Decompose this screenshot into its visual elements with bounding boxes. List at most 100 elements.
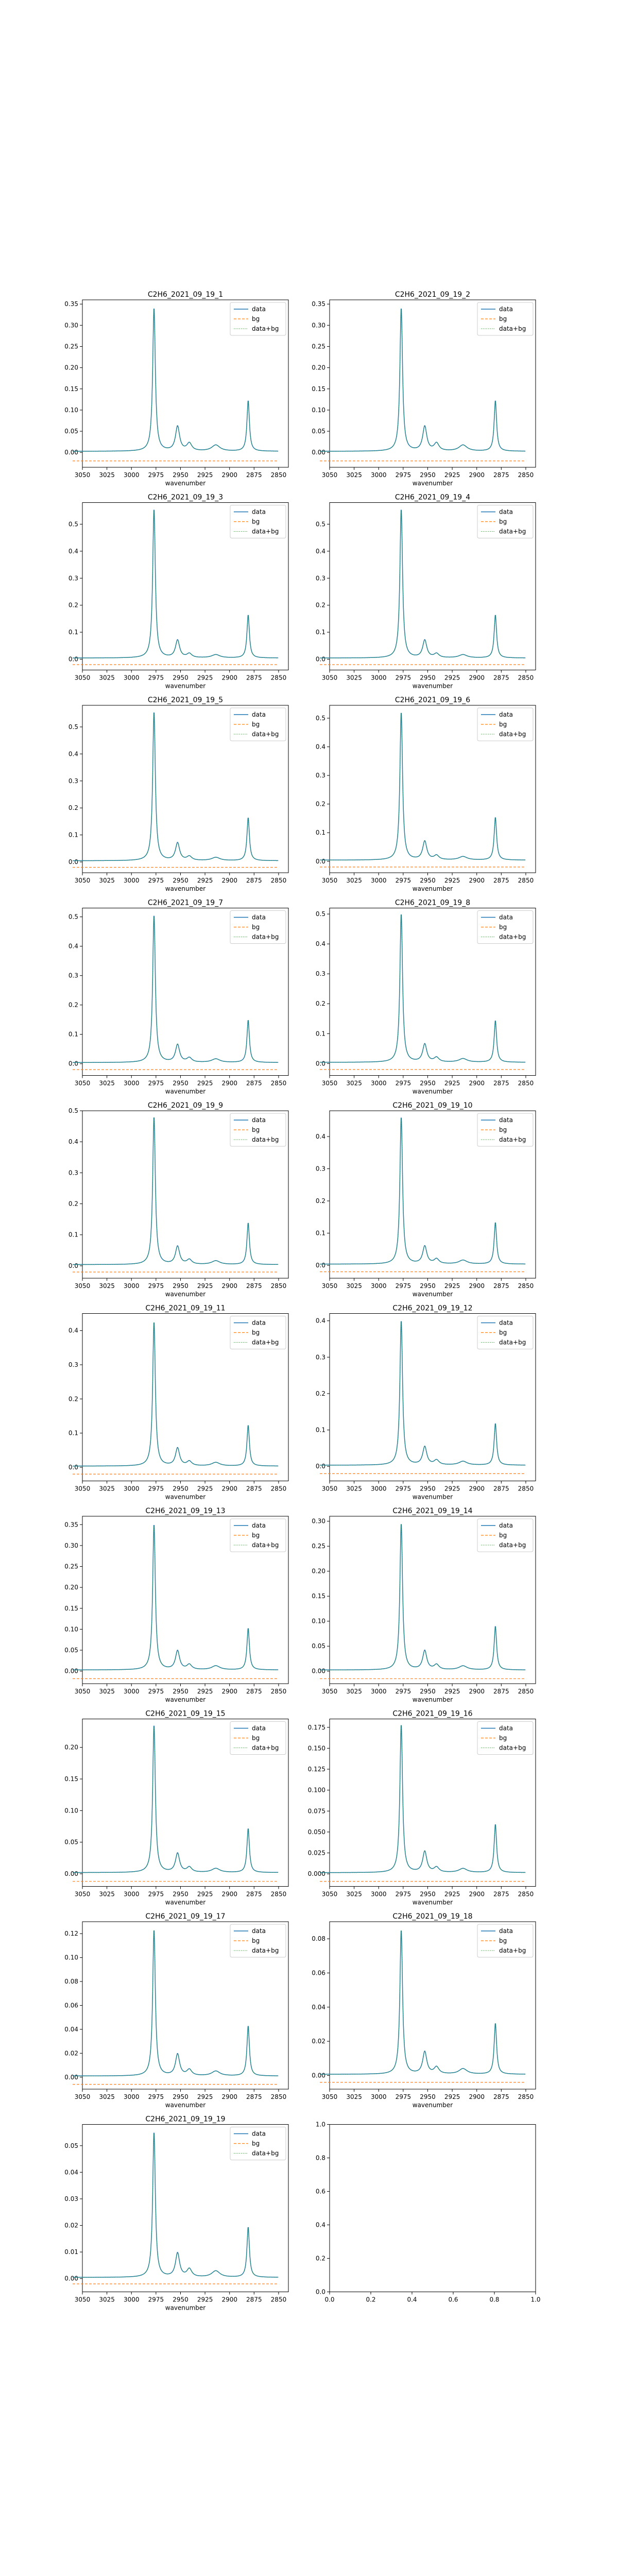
x-tick-label: 2925 (197, 471, 213, 479)
x-tick-label: 2875 (246, 1282, 262, 1290)
legend-label: data (252, 711, 266, 718)
x-tick-label: 2925 (197, 2296, 213, 2303)
y-tick-label: 0.1 (68, 1031, 78, 1038)
x-tick-label: 0.2 (366, 2296, 375, 2303)
y-tick-label: 0.5 (68, 913, 78, 921)
x-tick-label: 3000 (124, 1282, 140, 1290)
x-tick-label: 2850 (271, 2093, 287, 2100)
x-tick-label: 2975 (148, 471, 164, 479)
legend-label: bg (499, 315, 507, 323)
legend-label: bg (499, 1937, 507, 1944)
x-tick-label: 2925 (444, 674, 460, 682)
series-data-bg-line (73, 1117, 279, 1265)
y-tick-label: 0.0 (68, 1464, 78, 1471)
x-tick-label: 3025 (99, 1891, 115, 1898)
legend-box (230, 707, 286, 741)
subplot-1: C2H6_2021_09_19_1 3050 3025 3000 2975 2950 292… (64, 291, 289, 487)
x-tick-label: 3050 (75, 1080, 91, 1087)
x-tick-label: 2925 (197, 1485, 213, 1493)
x-tick-label: 2850 (271, 1485, 287, 1493)
y-tick-label: 0.4 (68, 943, 78, 950)
subplot-title: C2H6_2021_09_19_5 (148, 696, 223, 704)
axes-frame (329, 2124, 536, 2292)
y-tick-label: 0.02 (64, 2049, 78, 2057)
y-tick-label: 0.1 (316, 1030, 325, 1037)
x-tick-label: 3025 (99, 877, 115, 884)
y-tick-label: 0.35 (64, 1521, 78, 1528)
x-tick-label: 2975 (396, 1891, 411, 1898)
legend-box (477, 1721, 534, 1755)
legend-label: data+bg (252, 1136, 279, 1143)
series-data-bg-line (73, 1726, 279, 1873)
x-tick-label: 2900 (221, 1688, 237, 1695)
x-axis-label: wavenumber (413, 1088, 453, 1095)
x-axis-label: wavenumber (413, 885, 453, 892)
y-tick-label: 0.1 (316, 1427, 325, 1434)
x-tick-label: 3050 (322, 1282, 338, 1290)
x-tick-label: 3050 (75, 877, 91, 884)
series-data-bg-line (73, 2133, 279, 2278)
y-tick-label: 0.5 (68, 723, 78, 731)
axes-frame (329, 1313, 536, 1481)
x-tick-label: 2975 (148, 1485, 164, 1493)
x-tick-label: 2875 (246, 1688, 262, 1695)
subplot-title: C2H6_2021_09_19_16 (392, 1710, 472, 1718)
series-data-line (73, 1322, 279, 1467)
series-data-line (73, 510, 279, 658)
y-tick-label: 0.0 (68, 656, 78, 663)
y-tick-label: 0.30 (312, 321, 325, 329)
x-tick-label: 3025 (99, 2093, 115, 2100)
y-tick-label: 0.02 (312, 2038, 325, 2045)
x-tick-label: 2900 (469, 1688, 485, 1695)
legend-box (230, 1924, 286, 1958)
x-tick-label: 2900 (221, 1282, 237, 1290)
y-tick-label: 0.05 (64, 428, 78, 435)
subplot-9: C2H6_2021_09_19_9 3050 3025 3000 2975 2950 292… (68, 1101, 289, 1298)
y-tick-label: 0.2 (316, 801, 325, 808)
legend-label: data+bg (499, 934, 526, 941)
x-tick-label: 2925 (444, 1080, 460, 1087)
x-tick-label: 3000 (371, 471, 387, 479)
x-tick-label: 2950 (173, 471, 188, 479)
x-axis-label: wavenumber (413, 1494, 453, 1501)
y-tick-label: 0.4 (68, 1138, 78, 1145)
series-data-line (320, 1930, 526, 2075)
legend-label: data (499, 1319, 513, 1327)
x-tick-label: 2875 (246, 877, 262, 884)
x-tick-label: 3025 (346, 1485, 362, 1493)
x-tick-label: 2950 (173, 1282, 188, 1290)
x-axis-label: wavenumber (165, 1291, 206, 1298)
x-axis-label: wavenumber (413, 1696, 453, 1703)
axes-frame (329, 1719, 536, 1887)
legend-label: bg (252, 1329, 260, 1336)
x-axis-label: wavenumber (413, 480, 453, 487)
y-tick-label: 0.2 (68, 1200, 78, 1208)
legend-box (477, 1316, 534, 1349)
x-tick-label: 2875 (493, 674, 509, 682)
subplot-title: C2H6_2021_09_19_9 (148, 1101, 223, 1110)
y-tick-label: 0.05 (312, 1642, 325, 1650)
legend-label: bg (252, 518, 260, 526)
y-tick-label: 0.4 (316, 940, 325, 947)
legend-label: data+bg (252, 325, 279, 332)
subplot-title: C2H6_2021_09_19_17 (145, 1912, 225, 1921)
x-tick-label: 3025 (346, 674, 362, 682)
x-tick-label: 3025 (346, 1688, 362, 1695)
x-tick-label: 2850 (518, 1282, 534, 1290)
x-tick-label: 0.8 (489, 2296, 499, 2303)
x-axis-label: wavenumber (165, 683, 206, 690)
x-tick-label: 3000 (124, 2296, 140, 2303)
x-tick-label: 2850 (518, 1891, 534, 1898)
y-tick-label: 0.0 (316, 2289, 325, 2296)
legend-label: bg (252, 1937, 260, 1944)
x-tick-label: 2950 (173, 1891, 188, 1898)
y-tick-label: 0.0 (316, 656, 325, 663)
y-tick-label: 0.08 (64, 1978, 78, 1985)
legend-label: data (252, 306, 266, 313)
x-tick-label: 3000 (371, 1080, 387, 1087)
legend-box (230, 2127, 286, 2160)
y-tick-label: 0.2 (316, 1197, 325, 1205)
legend-box (230, 505, 286, 538)
y-tick-label: 0.5 (316, 910, 325, 918)
subplot-title: C2H6_2021_09_19_19 (145, 2115, 225, 2124)
